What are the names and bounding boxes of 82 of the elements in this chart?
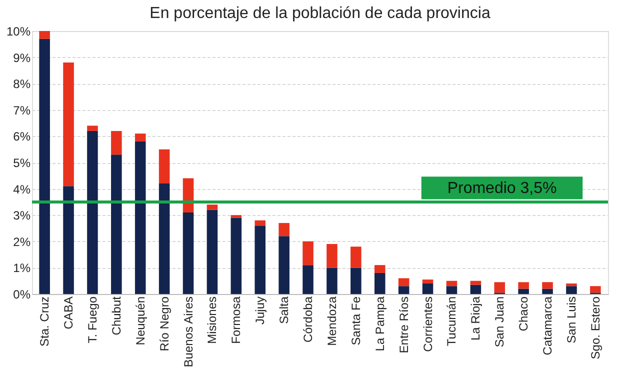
bar: [278, 222, 290, 236]
bar: [470, 280, 482, 285]
bar: [542, 282, 553, 289]
bar: [566, 283, 577, 286]
x-tick-label: T. Fuego: [85, 296, 100, 344]
x-tick-label: Chaco: [516, 296, 531, 332]
x-tick-label: La Rioja: [468, 296, 483, 341]
bar: [422, 280, 434, 284]
bar: [302, 265, 314, 294]
x-tick-label: San Juan: [492, 296, 507, 348]
x-tick-label: Chubut: [109, 296, 124, 336]
x-tick-label: Misiones: [205, 296, 220, 344]
y-tick-label: 3%: [13, 208, 31, 223]
y-tick-label: 4%: [13, 182, 31, 196]
bar: [39, 38, 50, 294]
x-tick-label: Santa Fe: [348, 296, 363, 346]
y-tick-label: 2%: [13, 234, 31, 249]
bar: [254, 226, 266, 294]
bar: [63, 62, 74, 186]
bar: [566, 286, 577, 294]
bar: [326, 244, 338, 268]
bar: [230, 215, 242, 218]
bar: [134, 134, 146, 142]
bar: [470, 284, 482, 294]
bar: [278, 236, 290, 294]
y-tick-label: 10%: [6, 24, 31, 38]
bar: [374, 265, 386, 273]
x-tick-label: Sta. Cruz: [38, 296, 52, 347]
bar: [518, 282, 529, 289]
y-tick-label: 8%: [13, 77, 31, 92]
bar: [111, 154, 122, 294]
bar: [590, 286, 601, 293]
x-tick-label: Buenos Aires: [181, 296, 196, 368]
bar: [230, 218, 242, 294]
y-tick-label: 7%: [13, 103, 31, 118]
x-tick-label: Río Negro: [157, 296, 172, 352]
y-tick-label: 6%: [13, 130, 31, 144]
bar: [374, 272, 386, 294]
x-tick-label: San Luis: [564, 296, 578, 344]
bar: [87, 126, 98, 131]
x-tick-label: Córdoba: [301, 296, 316, 343]
y-tick-label: 9%: [13, 50, 31, 65]
x-tick-label: Entre Ríos: [396, 296, 411, 354]
bar: [206, 210, 218, 294]
bar: [39, 31, 50, 39]
bar: [182, 212, 194, 294]
x-tick-label: CABA: [62, 296, 76, 330]
x-tick-label: Tucumán: [444, 296, 459, 346]
chart-title: En porcentaje de la población de cada provincia: [150, 5, 490, 22]
x-tick-label: Jujuy: [253, 296, 268, 325]
bar: [254, 220, 266, 226]
bar: [158, 184, 170, 294]
bar: [542, 288, 553, 294]
y-tick-label: 5%: [13, 156, 31, 170]
ref-line-label: Promedio 3,5%: [447, 180, 557, 197]
x-tick-label: Corrientes: [420, 296, 435, 352]
bar: [87, 130, 98, 294]
y-tick-label: 1%: [13, 261, 31, 276]
bar: [206, 204, 218, 210]
bar: [302, 241, 314, 266]
x-tick-label: Salta: [277, 296, 292, 324]
y-tick-label: 0%: [13, 288, 31, 302]
bar: [446, 280, 458, 286]
bar: [111, 130, 122, 155]
bar: [446, 286, 458, 294]
x-tick-label: Mendoza: [324, 296, 339, 346]
bar: [158, 149, 170, 184]
bar: [326, 268, 338, 294]
bar: [350, 268, 362, 294]
bar: [518, 288, 529, 294]
bar: [134, 141, 146, 294]
bar: [494, 282, 506, 293]
x-tick-label: Formosa: [229, 296, 244, 344]
bar: [398, 286, 410, 294]
x-tick-label: Catamarca: [540, 296, 555, 356]
x-tick-label: La Pampa: [372, 296, 387, 352]
bar: [398, 278, 410, 286]
x-tick-label: Sgo. Estero: [588, 296, 602, 360]
x-tick-label: Neuquén: [133, 296, 148, 346]
bar: [422, 283, 434, 294]
bar: [63, 186, 74, 294]
bar: [350, 246, 362, 268]
